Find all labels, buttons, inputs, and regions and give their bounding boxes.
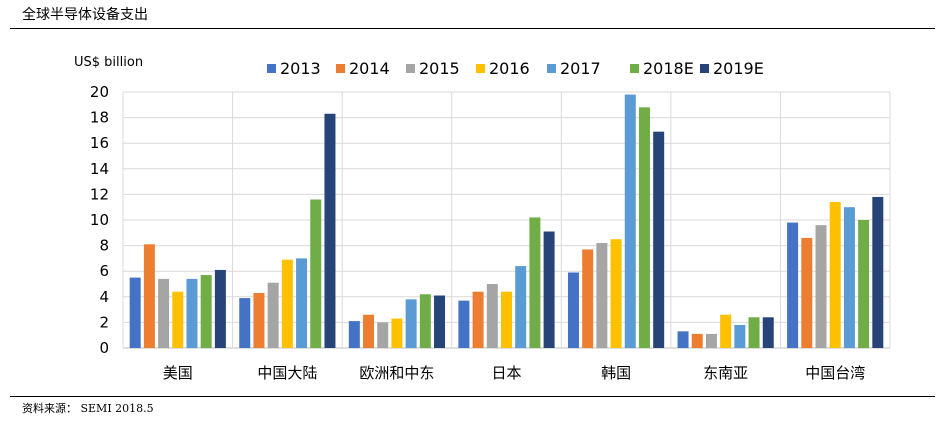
bar-2016 xyxy=(281,259,293,348)
bar-2019e xyxy=(762,317,774,348)
bar-2015 xyxy=(705,333,717,348)
y-tick-label: 12 xyxy=(90,185,109,203)
y-tick-label: 18 xyxy=(90,109,109,127)
legend-swatch xyxy=(267,64,276,73)
bar-2014 xyxy=(363,314,375,348)
bar-2014 xyxy=(472,291,484,348)
bar-2013 xyxy=(787,222,799,348)
legend-swatch xyxy=(476,64,485,73)
bar-2016 xyxy=(391,318,403,348)
legend-label: 2018E xyxy=(643,59,694,78)
bar-2013 xyxy=(677,331,689,348)
bar-2018e xyxy=(748,317,760,348)
bar-2014 xyxy=(691,333,703,348)
y-tick-label: 8 xyxy=(99,237,109,255)
bar-2014 xyxy=(143,244,155,348)
legend-label: 2014 xyxy=(349,59,390,78)
y-tick-label: 0 xyxy=(99,339,109,357)
bar-2019e xyxy=(872,196,884,348)
bar-2013 xyxy=(567,272,579,348)
grid xyxy=(122,91,891,349)
category-labels: 美国 中国大陆 欧洲和中东 日本 韩国 东南亚 中国台湾 xyxy=(163,364,865,382)
source-note: 资料来源： SEMI 2018.5 xyxy=(22,402,154,415)
y-ticks: 0 2 4 6 8 10 12 14 16 18 20 xyxy=(90,83,109,357)
legend-label: 2013 xyxy=(280,59,321,78)
bar-2013 xyxy=(239,298,251,348)
y-tick-label: 16 xyxy=(90,134,109,152)
legend-label: 2017 xyxy=(560,59,601,78)
y-tick-label: 20 xyxy=(90,83,109,101)
bar-2018e xyxy=(529,217,541,348)
bar-2017 xyxy=(843,207,855,348)
category-label: 欧洲和中东 xyxy=(359,364,434,382)
legend-swatch xyxy=(406,64,415,73)
category-label: 日本 xyxy=(491,364,521,382)
bar-2017 xyxy=(405,299,417,348)
bar-2017 xyxy=(515,266,527,348)
bar-2015 xyxy=(815,225,827,348)
bar-2019e xyxy=(324,113,336,348)
bar-2015 xyxy=(158,278,170,348)
category-label: 美国 xyxy=(163,364,193,382)
legend-label: 2019E xyxy=(713,59,764,78)
bar-2019e xyxy=(214,269,226,348)
bar-2019e xyxy=(543,231,555,348)
bar-2015 xyxy=(486,284,498,348)
bar-2017 xyxy=(296,258,308,348)
category-label: 韩国 xyxy=(601,364,631,382)
legend-swatch xyxy=(336,64,345,73)
y-tick-label: 14 xyxy=(90,160,109,178)
bar-2015 xyxy=(267,282,279,348)
bar-2013 xyxy=(348,321,360,348)
y-tick-label: 2 xyxy=(99,313,109,331)
footer-divider xyxy=(10,396,935,397)
bar-2016 xyxy=(610,239,622,348)
bar-2016 xyxy=(501,291,512,348)
legend-label: 2016 xyxy=(489,59,530,78)
bar-2017 xyxy=(186,278,198,348)
bar-2018e xyxy=(200,275,212,348)
category-label: 东南亚 xyxy=(703,364,748,382)
legend-swatch xyxy=(700,64,709,73)
y-axis-label: US$ billion xyxy=(74,55,143,70)
y-tick-label: 4 xyxy=(99,288,109,306)
title-divider xyxy=(10,28,935,29)
bar-2018e xyxy=(419,294,431,348)
bar-2016 xyxy=(172,291,184,348)
report-title: 全球半导体设备支出 xyxy=(22,7,148,23)
legend-swatch xyxy=(547,64,556,73)
bar-2013 xyxy=(458,300,470,348)
bar-2017 xyxy=(734,324,746,348)
bar-2013 xyxy=(129,277,141,348)
bar-2019e xyxy=(653,131,665,348)
category-label: 中国台湾 xyxy=(805,364,865,382)
legend-swatch xyxy=(630,64,639,73)
bar-2018e xyxy=(310,199,322,348)
bar-2018e xyxy=(638,107,650,348)
bar-2014 xyxy=(582,249,594,348)
bar-2016 xyxy=(829,202,841,348)
y-tick-label: 10 xyxy=(90,211,109,229)
bars xyxy=(129,94,884,348)
bar-2018e xyxy=(858,220,870,348)
bar-2019e xyxy=(434,295,446,348)
bar-2015 xyxy=(596,243,608,348)
bar-2014 xyxy=(253,292,265,348)
bar-2016 xyxy=(720,314,732,348)
bar-2017 xyxy=(624,94,636,348)
legend-label: 2015 xyxy=(419,59,460,78)
category-label: 中国大陆 xyxy=(257,364,317,382)
bar-2014 xyxy=(801,237,813,348)
bar-2015 xyxy=(377,322,389,348)
y-tick-label: 6 xyxy=(99,262,109,280)
legend: 2013 2014 2015 2016 2017 2018E 2019E xyxy=(267,59,764,78)
